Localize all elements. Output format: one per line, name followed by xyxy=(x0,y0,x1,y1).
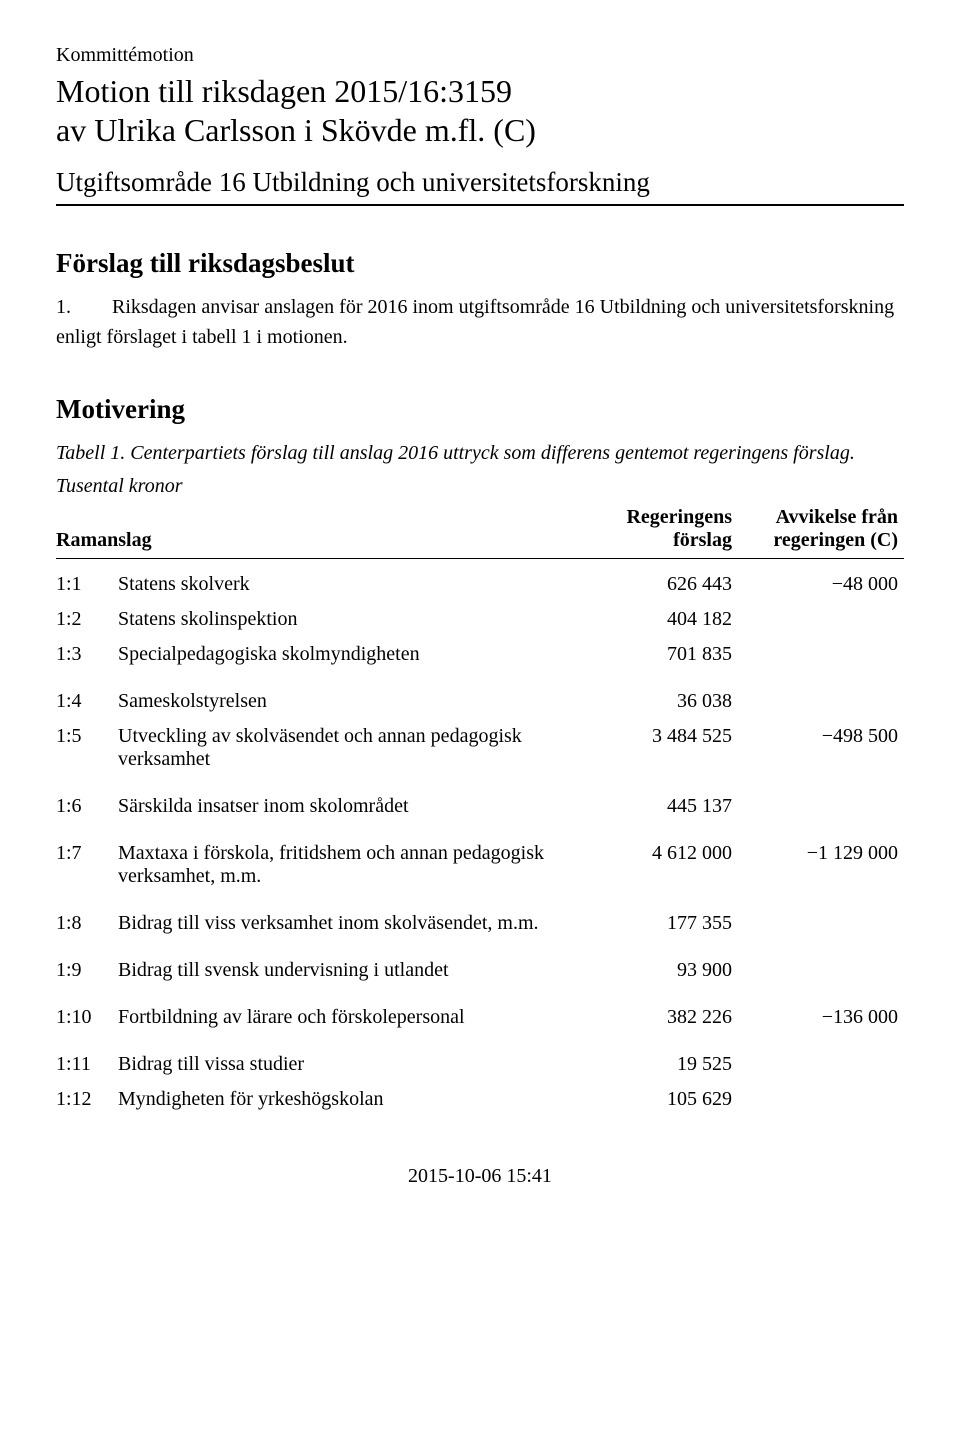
author-line: av Ulrika Carlsson i Skövde m.fl. (C) xyxy=(56,112,904,149)
table-row: 1:3Specialpedagogiska skolmyndigheten701… xyxy=(56,637,904,672)
col-regeringens-l2: förslag xyxy=(673,529,732,551)
table-row: 1:6Särskilda insatser inom skolområdet44… xyxy=(56,777,904,824)
row-name: Statens skolverk xyxy=(118,567,592,602)
row-deviation xyxy=(738,637,904,672)
table-body: 1:1Statens skolverk626 443−48 0001:2Stat… xyxy=(56,567,904,1117)
row-deviation xyxy=(738,602,904,637)
row-value: 404 182 xyxy=(592,602,738,637)
doc-type-label: Kommittémotion xyxy=(56,44,904,67)
row-name: Utveckling av skolväsendet och annan ped… xyxy=(118,719,592,777)
row-deviation xyxy=(738,894,904,941)
row-deviation: −48 000 xyxy=(738,567,904,602)
row-name: Maxtaxa i förskola, fritidshem och annan… xyxy=(118,824,592,894)
table-row: 1:2Statens skolinspektion404 182 xyxy=(56,602,904,637)
forslag-item: 1. Riksdagen anvisar anslagen för 2016 i… xyxy=(56,293,904,352)
document-title: Motion till riksdagen 2015/16:3159 xyxy=(56,73,904,110)
table-row: 1:4Sameskolstyrelsen36 038 xyxy=(56,672,904,719)
row-code: 1:4 xyxy=(56,672,118,719)
table-row: 1:11Bidrag till vissa studier19 525 xyxy=(56,1035,904,1082)
col-avvikelse: Avvikelse från regeringen (C) xyxy=(738,502,904,556)
table-row: 1:7Maxtaxa i förskola, fritidshem och an… xyxy=(56,824,904,894)
col-avvikelse-l1: Avvikelse från xyxy=(776,506,898,528)
row-value: 382 226 xyxy=(592,988,738,1035)
row-code: 1:5 xyxy=(56,719,118,777)
table-header-rule xyxy=(56,558,904,559)
table-row: 1:10Fortbildning av lärare och förskolep… xyxy=(56,988,904,1035)
col-ramanslag: Ramanslag xyxy=(56,502,592,556)
col-regeringens: Regeringens förslag xyxy=(592,502,738,556)
row-deviation xyxy=(738,1035,904,1082)
row-deviation xyxy=(738,672,904,719)
row-name: Myndigheten för yrkeshögskolan xyxy=(118,1082,592,1117)
forslag-heading: Förslag till riksdagsbeslut xyxy=(56,248,904,279)
forslag-item-text: Riksdagen anvisar anslagen för 2016 inom… xyxy=(56,296,894,348)
row-value: 4 612 000 xyxy=(592,824,738,894)
row-value: 177 355 xyxy=(592,894,738,941)
row-name: Specialpedagogiska skolmyndigheten xyxy=(118,637,592,672)
row-code: 1:11 xyxy=(56,1035,118,1082)
row-code: 1:9 xyxy=(56,941,118,988)
page-footer-timestamp: 2015-10-06 15:41 xyxy=(56,1165,904,1188)
row-value: 701 835 xyxy=(592,637,738,672)
row-value: 445 137 xyxy=(592,777,738,824)
table-row: 1:12Myndigheten för yrkeshögskolan105 62… xyxy=(56,1082,904,1117)
row-name: Fortbildning av lärare och förskoleperso… xyxy=(118,988,592,1035)
row-code: 1:12 xyxy=(56,1082,118,1117)
row-deviation: −1 129 000 xyxy=(738,824,904,894)
table-row: 1:9Bidrag till svensk undervisning i utl… xyxy=(56,941,904,988)
row-name: Statens skolinspektion xyxy=(118,602,592,637)
table-row: 1:5Utveckling av skolväsendet och annan … xyxy=(56,719,904,777)
forslag-item-number: 1. xyxy=(56,296,71,318)
row-value: 19 525 xyxy=(592,1035,738,1082)
row-value: 3 484 525 xyxy=(592,719,738,777)
row-value: 626 443 xyxy=(592,567,738,602)
row-code: 1:7 xyxy=(56,824,118,894)
row-code: 1:6 xyxy=(56,777,118,824)
col-regeringens-l1: Regeringens xyxy=(626,506,732,528)
divider xyxy=(56,204,904,206)
row-deviation xyxy=(738,1082,904,1117)
table-row: 1:1Statens skolverk626 443−48 000 xyxy=(56,567,904,602)
budget-table: Ramanslag Regeringens förslag Avvikelse … xyxy=(56,502,904,1117)
table-row: 1:8Bidrag till viss verksamhet inom skol… xyxy=(56,894,904,941)
row-deviation xyxy=(738,777,904,824)
row-name: Sameskolstyrelsen xyxy=(118,672,592,719)
row-code: 1:2 xyxy=(56,602,118,637)
row-code: 1:10 xyxy=(56,988,118,1035)
table-note: Tusental kronor xyxy=(56,475,904,498)
area-heading: Utgiftsområde 16 Utbildning och universi… xyxy=(56,167,904,198)
table-caption: Tabell 1. Centerpartiets förslag till an… xyxy=(56,439,904,469)
row-value: 105 629 xyxy=(592,1082,738,1117)
row-code: 1:3 xyxy=(56,637,118,672)
row-value: 36 038 xyxy=(592,672,738,719)
row-name: Särskilda insatser inom skolområdet xyxy=(118,777,592,824)
row-deviation xyxy=(738,941,904,988)
row-deviation: −136 000 xyxy=(738,988,904,1035)
row-deviation: −498 500 xyxy=(738,719,904,777)
row-code: 1:1 xyxy=(56,567,118,602)
row-name: Bidrag till viss verksamhet inom skolväs… xyxy=(118,894,592,941)
row-name: Bidrag till svensk undervisning i utland… xyxy=(118,941,592,988)
row-name: Bidrag till vissa studier xyxy=(118,1035,592,1082)
col-avvikelse-l2: regeringen (C) xyxy=(773,529,898,551)
row-value: 93 900 xyxy=(592,941,738,988)
motivering-heading: Motivering xyxy=(56,394,904,425)
row-code: 1:8 xyxy=(56,894,118,941)
